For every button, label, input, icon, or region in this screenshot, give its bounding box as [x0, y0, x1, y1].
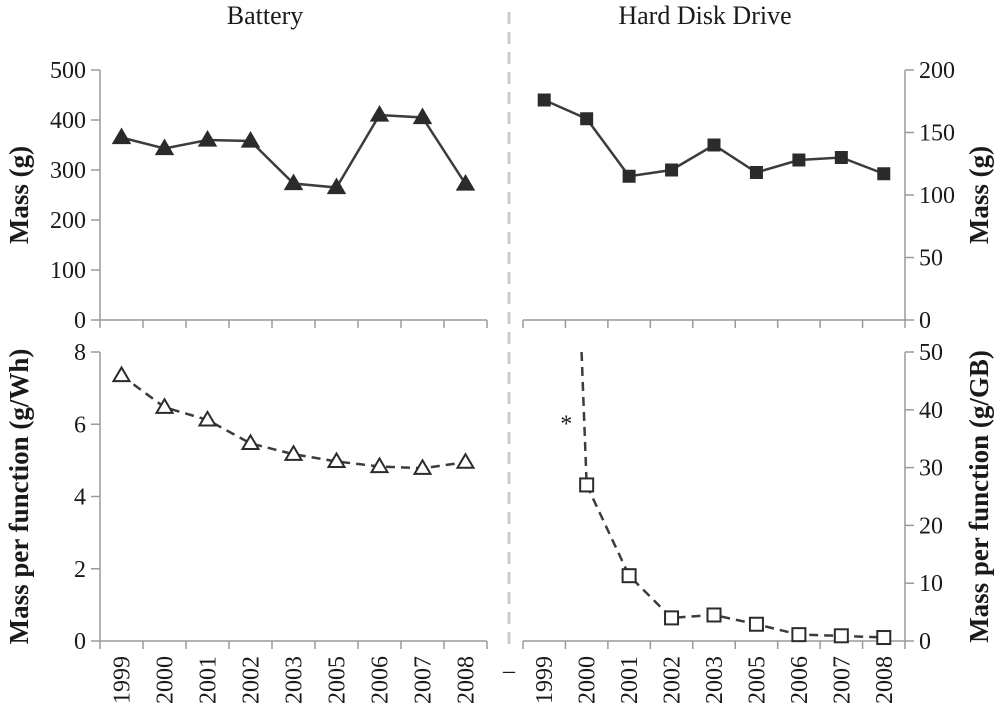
- data-point: [455, 174, 476, 191]
- data-point: [412, 107, 433, 125]
- y-tick-label: 200: [919, 58, 955, 84]
- y-tick-label: 100: [50, 258, 86, 284]
- y-tick-label: 0: [74, 629, 86, 655]
- data-point: [749, 166, 763, 179]
- data-point: [369, 456, 390, 474]
- x-tick-label: 2002: [239, 656, 265, 704]
- x-tick-label: 1999: [532, 656, 558, 704]
- x-tick-label: 2000: [153, 656, 179, 704]
- y-axis-label: Mass (g): [4, 146, 34, 244]
- x-tick-label: 2001: [196, 656, 222, 704]
- data-point: [579, 477, 595, 493]
- series-line: [120, 374, 466, 470]
- x-tick-label: 2000: [575, 656, 601, 704]
- y-tick-label: 6: [74, 412, 86, 438]
- extra-x-tick-label: –: [502, 658, 516, 684]
- y-tick-label: 50: [919, 246, 943, 272]
- y-tick-label: 100: [919, 183, 955, 209]
- x-tick-label: 2003: [282, 656, 308, 704]
- y-tick-label: 20: [919, 513, 943, 539]
- y-tick-label: 0: [74, 308, 86, 334]
- data-point: [622, 169, 636, 183]
- x-tick-label: 1999: [110, 656, 136, 704]
- data-point: [240, 131, 261, 148]
- x-tick-label: 2005: [744, 656, 770, 704]
- x-tick-label: 2002: [660, 656, 686, 704]
- panel-battery-mass-per-function: 0 2 4 6 8 1999 2000 2001 2002 2003 2005 2006 2007 200…: [4, 340, 488, 704]
- y-tick-label: 150: [919, 121, 955, 147]
- x-tick-label: 2007: [829, 656, 855, 704]
- panel-title: Battery: [227, 1, 304, 30]
- data-point: [111, 127, 132, 145]
- panel-hdd-mass: Hard Disk Drive 0 50 100 150 200 Mass (g): [522, 1, 994, 334]
- data-point: [876, 630, 892, 646]
- series-line: [543, 98, 885, 178]
- x-tick-label: 2008: [872, 656, 898, 704]
- x-tick-label: 2003: [702, 656, 728, 704]
- y-tick-label: 10: [919, 571, 943, 597]
- data-point: [706, 607, 722, 623]
- data-point: [197, 130, 218, 147]
- y-tick-label: 400: [50, 108, 86, 134]
- data-point: [833, 628, 849, 644]
- panel-battery-mass: Battery 0 100 200 300 400 500 Mass (g): [4, 1, 488, 334]
- series-line: [585, 484, 884, 639]
- data-point: [197, 409, 218, 427]
- y-tick-label: 500: [50, 58, 86, 84]
- panel-title: Hard Disk Drive: [618, 1, 791, 30]
- data-point: [792, 153, 806, 167]
- y-tick-label: 4: [74, 485, 86, 511]
- y-axis-label: Mass (g): [964, 146, 994, 244]
- data-point: [748, 616, 764, 632]
- data-point: [240, 433, 261, 450]
- y-tick-label: 0: [919, 308, 931, 334]
- x-tick-label: 2008: [454, 656, 480, 704]
- data-point: [283, 173, 304, 191]
- y-tick-label: 0: [919, 629, 931, 655]
- x-tick-label: 2001: [617, 656, 643, 704]
- x-tick-label: 2006: [787, 656, 813, 704]
- series-offscale-segment: [580, 351, 588, 485]
- data-point: [580, 112, 594, 126]
- x-tick-label: 2005: [325, 656, 351, 704]
- y-axis-label: Mass per function (g/GB): [964, 350, 994, 643]
- data-point: [455, 452, 476, 469]
- data-point: [707, 138, 721, 152]
- y-tick-label: 2: [74, 557, 86, 583]
- data-point: [537, 93, 551, 107]
- data-point: [791, 627, 807, 643]
- data-point: [664, 610, 680, 626]
- data-point: [877, 167, 891, 181]
- y-axis-label: Mass per function (g/Wh): [4, 349, 34, 645]
- data-point: [326, 451, 347, 469]
- data-point: [412, 458, 433, 475]
- y-tick-label: 8: [74, 340, 86, 366]
- y-tick-label: 40: [919, 398, 943, 424]
- data-point: [665, 163, 679, 177]
- y-tick-label: 30: [919, 456, 943, 482]
- data-point: [621, 568, 637, 584]
- data-point: [154, 138, 175, 156]
- x-tick-label: 2006: [368, 656, 394, 704]
- data-point: [154, 397, 175, 414]
- y-tick-label: 300: [50, 158, 86, 184]
- y-tick-label: 200: [50, 208, 86, 234]
- annotation-asterisk: *: [560, 411, 572, 437]
- data-point: [326, 177, 347, 195]
- panel-hdd-mass-per-function: 0 10 20 30 40 50 1999 2000 2001 2002 2003 2005 2006 2…: [522, 340, 994, 704]
- data-point: [369, 105, 390, 122]
- data-point: [111, 365, 132, 383]
- x-tick-label: 2007: [411, 656, 437, 704]
- data-point: [834, 151, 848, 164]
- data-point: [283, 444, 304, 461]
- y-tick-label: 50: [919, 340, 943, 366]
